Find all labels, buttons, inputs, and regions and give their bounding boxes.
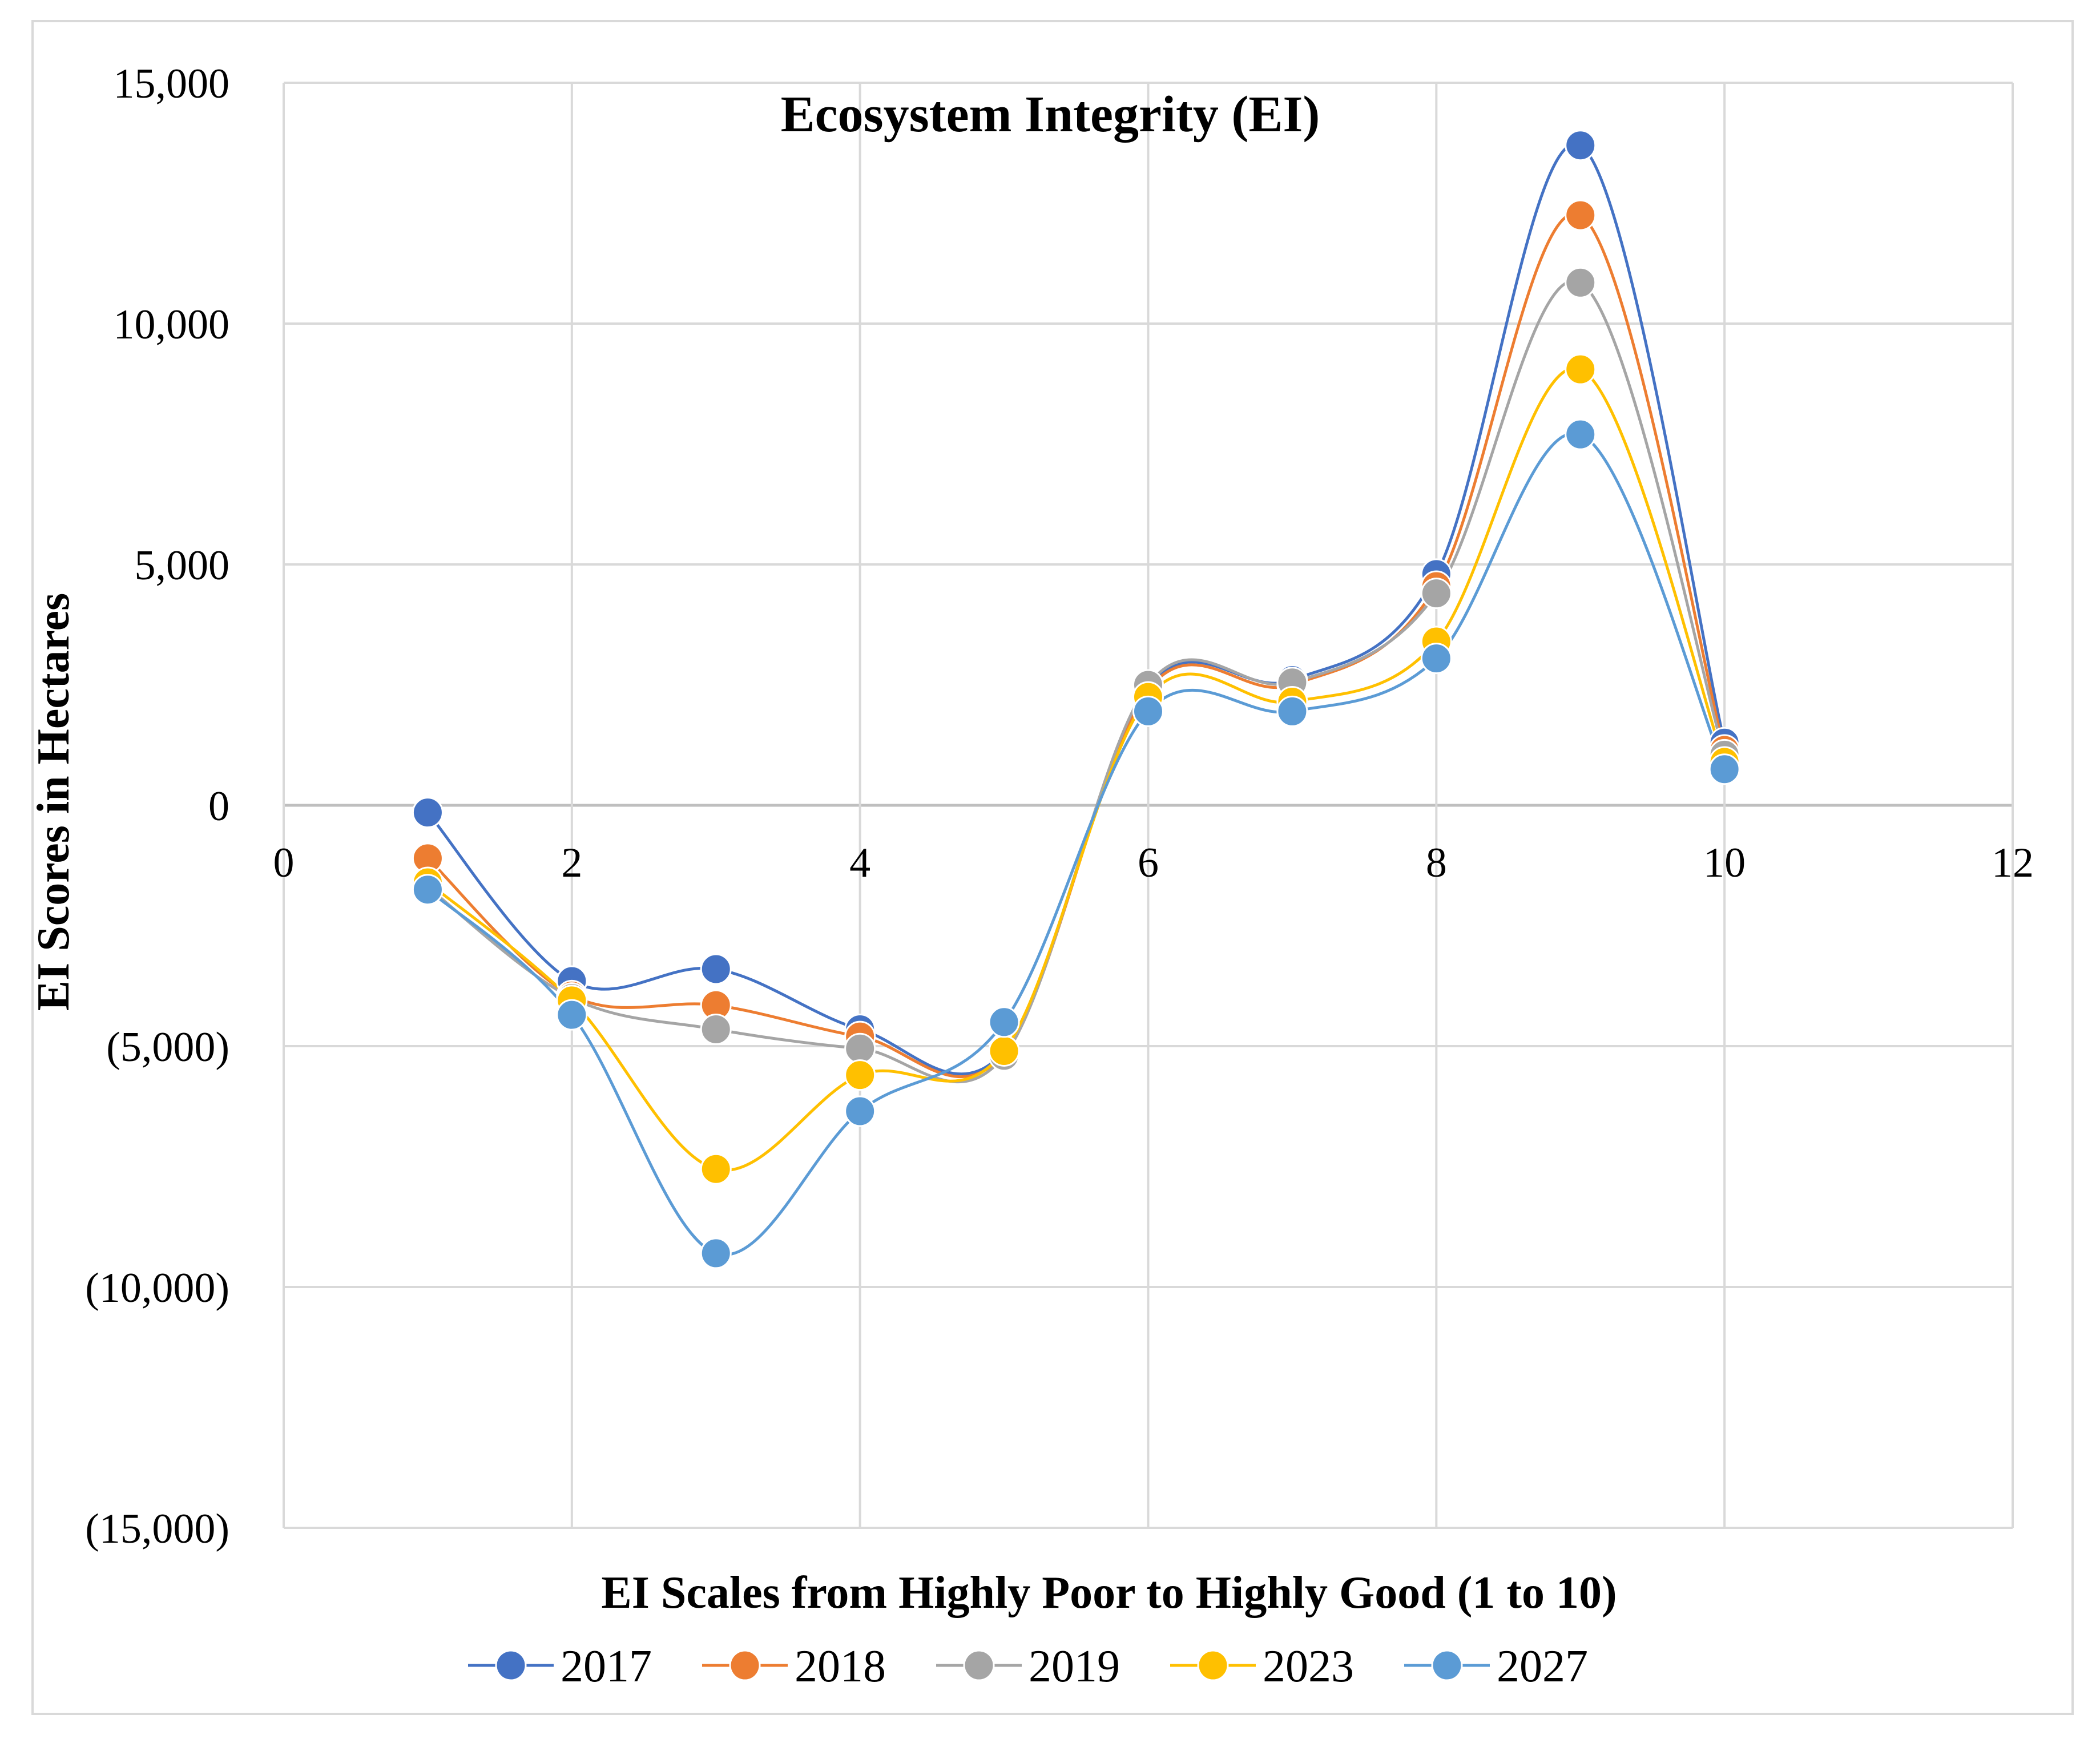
data-point-2019 — [700, 1013, 732, 1045]
legend-swatch-marker-2027 — [1431, 1649, 1463, 1681]
y-tick-label: (10,000) — [85, 1265, 229, 1312]
data-point-2017 — [1565, 130, 1597, 162]
y-axis: 15,000 10,000 5,000 0 (5,000) (10,000) (15,000… — [85, 60, 229, 1552]
data-point-2019 — [844, 1032, 876, 1064]
grid — [283, 82, 2014, 1529]
data-point-2023 — [844, 1059, 876, 1091]
x-tick-label: 6 — [1138, 840, 1159, 886]
x-axis-title: EI Scales from Highly Poor to Highly Goo… — [601, 1568, 1617, 1618]
data-point-2023 — [700, 1153, 732, 1185]
legend-label-2018: 2018 — [795, 1641, 886, 1692]
data-point-2019 — [1565, 267, 1597, 298]
series-line-2027 — [426, 431, 1726, 1256]
data-point-2023 — [988, 1035, 1020, 1067]
legend-label-2027: 2027 — [1497, 1641, 1588, 1692]
x-axis: 0 2 4 6 8 10 12 — [273, 840, 2034, 886]
legend-label-2023: 2023 — [1263, 1641, 1354, 1692]
data-point-2023 — [1565, 353, 1597, 385]
data-point-2027 — [1276, 695, 1308, 727]
x-tick-label: 0 — [273, 840, 295, 886]
data-point-2027 — [988, 1006, 1020, 1038]
y-tick-label: (5,000) — [106, 1024, 229, 1071]
legend-swatch-marker-2017 — [495, 1649, 527, 1681]
legend: 2017 2018 2019 2023 2027 — [468, 1641, 1588, 1692]
legend-swatch-marker-2023 — [1197, 1649, 1229, 1681]
legend-swatch-marker-2019 — [963, 1649, 995, 1681]
legend-label-2019: 2019 — [1029, 1641, 1120, 1692]
data-point-2027 — [1708, 753, 1740, 785]
data-point-2027 — [1565, 418, 1597, 450]
chart-title: Ecosystem Integrity (EI) — [781, 86, 1320, 143]
data-point-2027 — [1132, 695, 1164, 727]
data-point-2027 — [412, 874, 444, 906]
data-point-2027 — [844, 1095, 876, 1127]
chart-frame — [31, 20, 2074, 1715]
data-point-2017 — [700, 953, 732, 985]
y-tick-label: (15,000) — [85, 1506, 229, 1552]
legend-label-2017: 2017 — [561, 1641, 652, 1692]
y-tick-label: 5,000 — [135, 542, 230, 589]
data-point-2027 — [700, 1237, 732, 1269]
y-axis-title: EI Scores in Hectares — [29, 593, 79, 1011]
y-tick-label: 15,000 — [114, 60, 230, 107]
legend-swatch-marker-2018 — [729, 1649, 761, 1681]
x-tick-label: 10 — [1703, 840, 1746, 886]
data-point-2018 — [1565, 199, 1597, 231]
data-point-2027 — [556, 999, 588, 1031]
y-tick-label: 10,000 — [114, 301, 230, 348]
series-line-2017 — [426, 142, 1726, 1076]
data-point-2019 — [1420, 578, 1452, 610]
data-point-2017 — [412, 797, 444, 829]
x-tick-label: 2 — [561, 840, 582, 886]
x-tick-label: 4 — [849, 840, 870, 886]
x-tick-label: 8 — [1426, 840, 1447, 886]
series-line-2023 — [426, 366, 1726, 1172]
series-lines — [426, 142, 1726, 1256]
y-tick-label: 0 — [208, 783, 229, 830]
x-tick-label: 12 — [1992, 840, 2034, 886]
series-points — [412, 130, 1740, 1269]
series-line-2019 — [426, 279, 1726, 1084]
data-point-2027 — [1420, 643, 1452, 675]
